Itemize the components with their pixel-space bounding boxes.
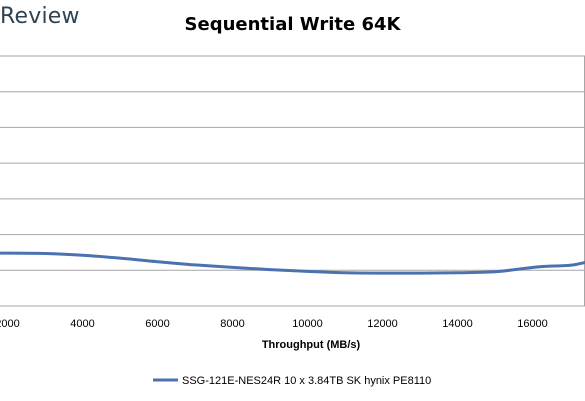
legend-label: SSG-121E-NES24R 10 x 3.84TB SK hynix PE8…	[182, 375, 431, 387]
x-axis-label: Throughput (MB/s)	[262, 339, 361, 351]
x-tick-label: 2000	[0, 318, 20, 330]
legend: SSG-121E-NES24R 10 x 3.84TB SK hynix PE8…	[153, 375, 431, 387]
series-line	[0, 251, 585, 275]
x-tick-label: 14000	[442, 318, 473, 330]
x-tick-label: 6000	[145, 318, 169, 330]
x-tick-label: 16000	[517, 318, 548, 330]
x-tick-label: 4000	[70, 318, 94, 330]
x-axis-ticks: 2000 4000 6000 8000 10000 12000 14000 16000	[0, 318, 548, 330]
grid	[0, 55, 585, 307]
x-tick-label: 10000	[292, 318, 323, 330]
logo-text: Review	[0, 4, 80, 29]
series-group	[0, 251, 585, 275]
x-tick-label: 8000	[220, 318, 244, 330]
chart-title: Sequential Write 64K	[184, 14, 401, 35]
x-tick-label: 12000	[367, 318, 398, 330]
